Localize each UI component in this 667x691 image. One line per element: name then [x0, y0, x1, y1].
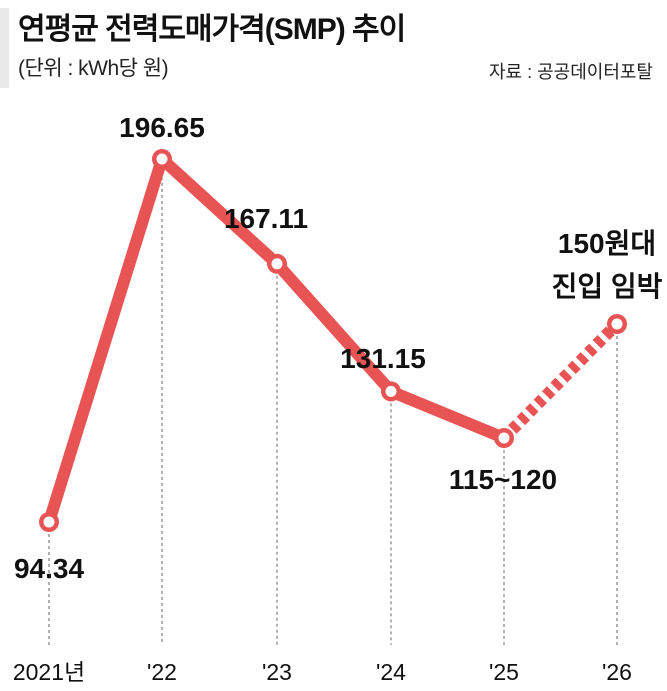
value-label-2: 167.11 [224, 203, 308, 234]
x-tick-label-1: '22 [147, 659, 177, 685]
value-label-1: 196.65 [119, 112, 205, 143]
chart-title: 연평균 전력도매가격(SMP) 추이 [18, 13, 406, 46]
data-point-center-2 [271, 258, 283, 270]
unit-note: (단위 : kWh당 원) [18, 57, 169, 80]
x-tick-label-2: '23 [262, 659, 292, 685]
value-label-3: 131.15 [340, 343, 426, 374]
data-points [39, 149, 627, 532]
value-label-4: 115~120 [449, 464, 557, 495]
vertical-guides [48, 171, 618, 645]
x-tick-label-3: '24 [376, 659, 406, 685]
x-tick-label-5: '26 [602, 659, 632, 685]
value-label-0: 94.34 [14, 553, 84, 584]
data-point-center-1 [156, 153, 168, 165]
x-tick-label-4: '25 [489, 659, 519, 685]
data-point-center-4 [498, 432, 510, 444]
value-label-5-line-1: 진입 임박 [552, 271, 663, 302]
data-point-center-3 [385, 385, 397, 397]
data-point-center-5 [611, 318, 623, 330]
source-note: 자료 : 공공데이터포탈 [488, 62, 653, 82]
x-tick-label-0: 2021년 [13, 659, 85, 685]
header-accent-bar [0, 8, 9, 88]
x-tick-labels: 2021년 '22 '23 '24 '25 '26 [13, 659, 632, 685]
data-point-center-0 [43, 516, 55, 528]
value-label-5-line-0: 150원대 [558, 228, 656, 259]
projected-series-line [499, 319, 622, 443]
